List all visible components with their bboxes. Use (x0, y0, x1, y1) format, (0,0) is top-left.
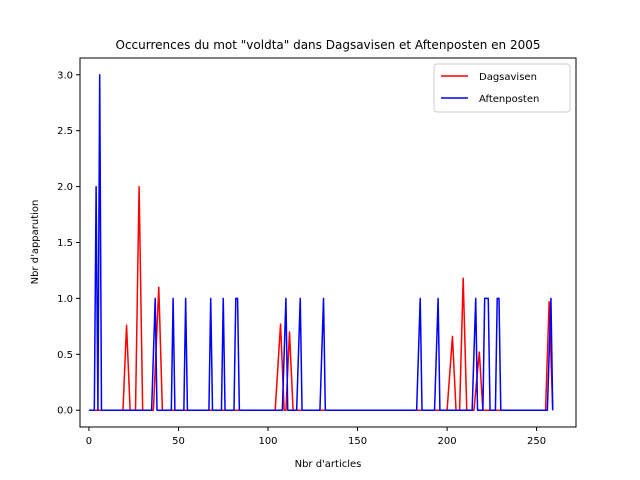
x-tick-label: 0 (86, 436, 92, 447)
y-tick-label: 0.0 (57, 406, 73, 417)
y-tick-label: 0.5 (57, 350, 73, 361)
y-tick-label: 2.5 (57, 126, 73, 137)
x-tick-label: 150 (348, 436, 367, 447)
legend-entry: Dagsavisen (479, 72, 537, 83)
x-tick-label: 50 (172, 436, 185, 447)
legend: Dagsavisen Aftenposten (433, 63, 571, 113)
y-axis: 0.0 0.5 1.0 1.5 2.0 2.5 3.0 (57, 70, 80, 417)
y-tick-label: 1.5 (57, 238, 73, 249)
x-axis-label: Nbr d'articles (295, 459, 362, 470)
x-tick-label: 200 (438, 436, 457, 447)
y-axis-label: Nbr d'apparution (30, 200, 41, 285)
y-tick-label: 1.0 (57, 294, 73, 305)
series-line-aftenposten (88, 74, 554, 411)
y-tick-label: 3.0 (57, 70, 73, 81)
chart-title: Occurrences du mot "voldta" dans Dagsavi… (116, 38, 541, 52)
x-tick-label: 100 (258, 436, 277, 447)
legend-entry: Aftenposten (479, 94, 539, 105)
x-axis: 0 50 100 150 200 250 (86, 427, 546, 447)
x-tick-label: 250 (527, 436, 546, 447)
y-tick-label: 2.0 (57, 182, 73, 193)
series-layer (88, 74, 554, 411)
